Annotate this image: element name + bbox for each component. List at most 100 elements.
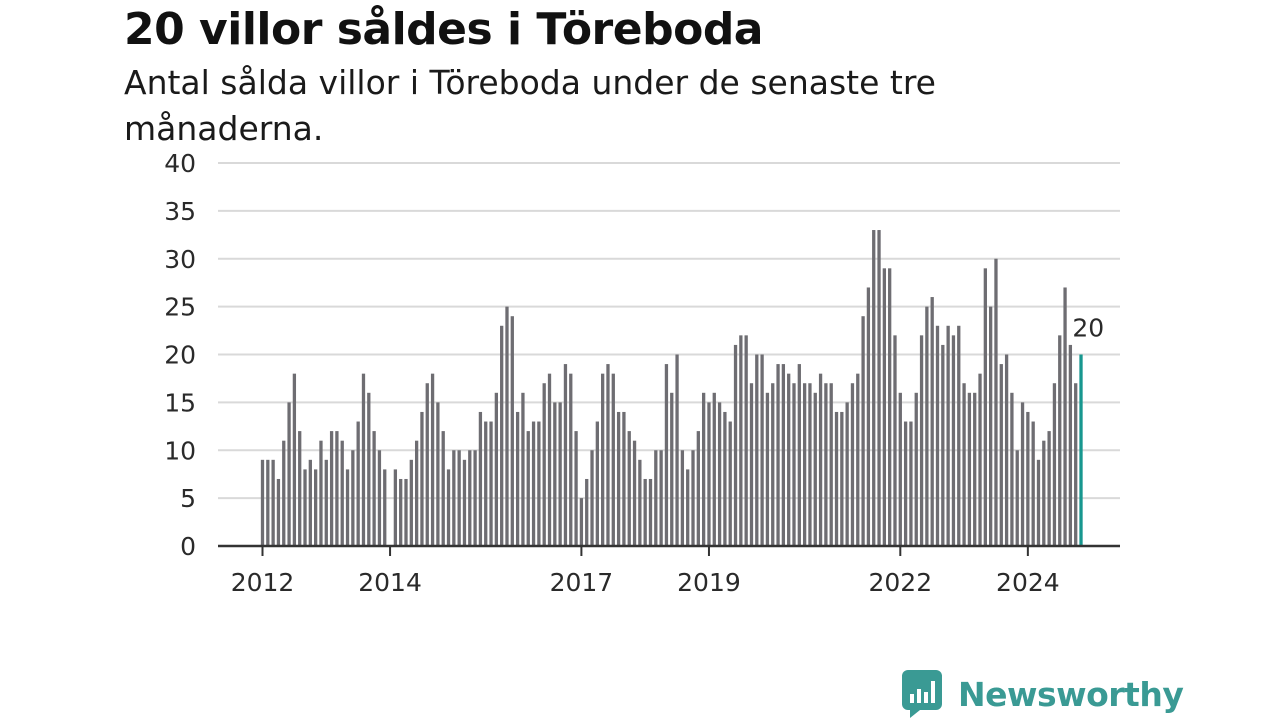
bar [377,450,382,546]
bar [526,431,530,546]
bar [399,478,403,546]
y-tick-label: 30 [164,245,196,274]
axes: 2012 2014 2017 2019 2022 2024 [218,544,1120,597]
bar [957,325,961,546]
bar [893,335,897,546]
bar [840,411,844,546]
bar [664,364,669,546]
bar [903,421,908,546]
bar [457,450,461,546]
newsworthy-logo-icon [902,670,942,718]
bar [1058,335,1062,546]
bar [425,383,429,546]
bar [393,469,398,546]
bar [861,316,865,546]
bar [452,450,456,546]
bar [1063,287,1067,546]
bar [1036,459,1041,546]
bar [521,392,525,546]
bar [542,383,546,546]
bar [595,421,599,546]
bar [484,421,488,546]
bar [606,364,610,546]
bar [813,392,817,546]
bar [569,373,573,546]
bar [430,373,435,546]
bar [1015,450,1019,546]
bar [531,421,536,546]
bar [909,421,913,546]
newsworthy-logo[interactable]: Newsworthy [902,670,1184,718]
bar [505,306,509,546]
bar [691,450,695,546]
bar [563,364,568,546]
bar [383,469,387,546]
bar [818,373,823,546]
bar [999,364,1003,546]
bar [1047,431,1051,546]
bar [983,268,987,546]
bar [723,411,727,546]
bar [553,402,557,546]
bar [356,421,360,546]
y-tick-label: 15 [164,388,196,417]
bar [1020,402,1025,546]
bar [298,431,302,546]
bar [744,335,748,546]
bar [558,402,562,546]
bar [340,440,344,546]
bar [616,411,621,546]
bar [367,392,371,546]
chart-title: 20 villor såldes i Töreboda [124,4,764,55]
bar [1031,421,1035,546]
bar [739,335,743,546]
bar [446,469,451,546]
bar [872,230,876,546]
bar [585,478,589,546]
bar [319,440,323,546]
bar [686,469,690,546]
bar [989,306,993,546]
bar [632,440,637,546]
bar [659,450,663,546]
annotation-label: 20 [1072,314,1104,343]
bar [260,459,265,546]
bar [622,411,626,546]
bar [324,459,328,546]
bar [925,306,929,546]
bar [590,450,594,546]
chart-subtitle: Antal sålda villor i Töreboda under de s… [124,63,936,148]
bar [696,431,700,546]
bar [308,459,312,546]
bar [850,383,855,546]
bar [973,392,977,546]
x-tick-label: 2024 [996,568,1060,597]
bar [643,478,647,546]
bar [701,392,706,546]
bar [898,392,902,546]
bar [409,459,413,546]
bar [478,411,483,546]
bar [941,344,945,546]
bar [967,392,972,546]
bar [515,411,520,546]
bar [537,421,541,546]
bar [792,383,796,546]
bar [845,402,849,546]
bar [755,354,759,546]
bar [351,450,355,546]
bar [282,440,286,546]
bar [489,421,493,546]
bar [935,325,940,546]
y-tick-label: 40 [164,149,196,178]
bar [276,478,281,546]
bar [414,440,419,546]
bar [728,421,732,546]
bar [271,459,275,546]
y-tick-label: 10 [164,436,196,465]
bar [797,364,801,546]
bar [468,450,472,546]
bar [781,364,786,546]
brand-name: Newsworthy [958,674,1184,714]
bars [260,230,1083,546]
